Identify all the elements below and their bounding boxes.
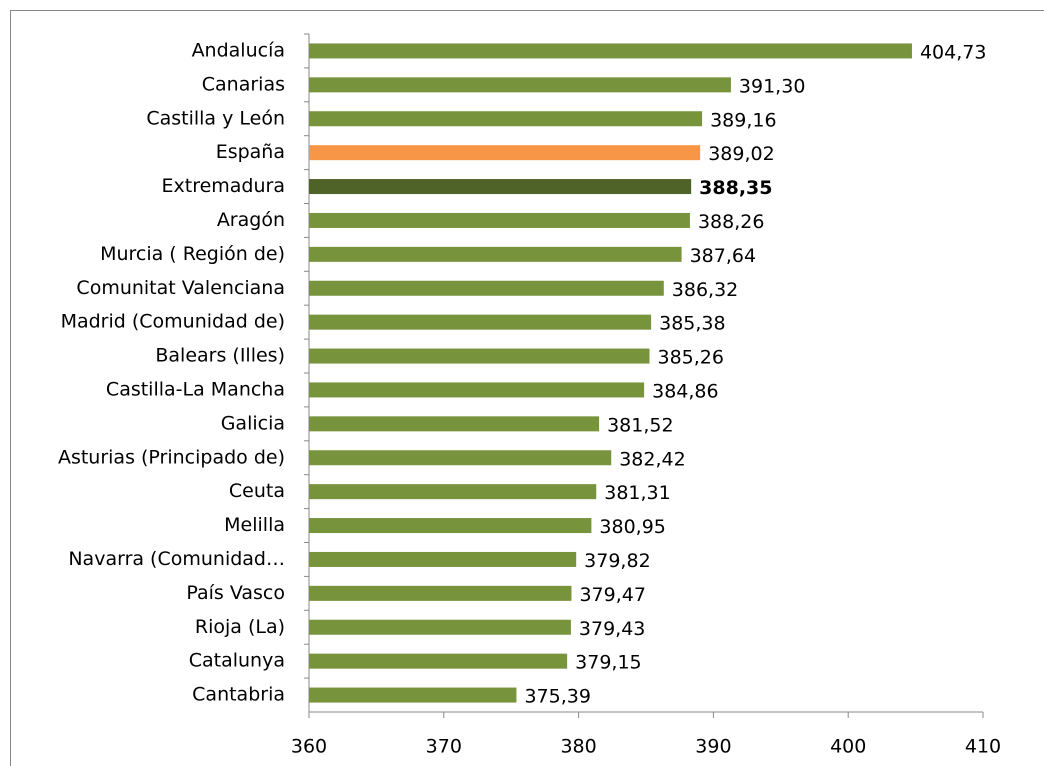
x-tick-label: 370 — [426, 736, 462, 758]
bar — [309, 687, 517, 703]
y-tick-label: Catalunya — [189, 650, 285, 672]
y-tick-label: Castilla-La Mancha — [106, 378, 285, 400]
value-label: 379,43 — [579, 618, 645, 640]
bar — [309, 314, 652, 330]
value-label: 384,86 — [652, 380, 718, 402]
chart-border — [10, 10, 1044, 766]
bar — [309, 585, 572, 601]
y-tick-label: Andalucía — [192, 39, 285, 61]
y-tick-label: Asturias (Principado de) — [58, 446, 285, 468]
bar — [309, 111, 703, 127]
y-tick-label: Galicia — [221, 412, 285, 434]
value-label: 380,95 — [599, 516, 665, 538]
x-tick-label: 410 — [965, 736, 1001, 758]
bar — [309, 518, 592, 534]
value-label: 389,02 — [708, 143, 774, 165]
x-tick-label: 400 — [830, 736, 866, 758]
value-label: 385,38 — [659, 313, 725, 335]
y-tick-label: Extremadura — [162, 175, 286, 197]
y-tick-label: Balears (Illes) — [155, 345, 285, 367]
x-tick-label: 360 — [291, 736, 327, 758]
y-tick-label: Murcia ( Región de) — [100, 243, 285, 265]
value-label: 379,15 — [575, 652, 641, 674]
value-label: 375,39 — [524, 686, 590, 708]
bar — [309, 484, 597, 500]
y-tick-label: Navarra (Comunidad… — [68, 548, 285, 570]
value-label: 379,47 — [579, 584, 645, 606]
y-tick-label: Castilla y León — [146, 107, 285, 129]
bar — [309, 246, 682, 262]
value-label: 379,82 — [584, 550, 650, 572]
bar — [309, 280, 664, 296]
bar — [309, 77, 731, 93]
y-tick-label: Aragón — [217, 209, 285, 231]
value-label: 391,30 — [739, 75, 805, 97]
value-label: 382,42 — [619, 448, 685, 470]
bar — [309, 619, 571, 635]
y-tick-label: Comunitat Valenciana — [76, 277, 285, 299]
bar — [309, 551, 577, 567]
y-tick-label: Canarias — [202, 73, 285, 95]
y-tick-label: Ceuta — [229, 480, 285, 502]
bar — [309, 450, 612, 466]
value-label: 388,35 — [699, 177, 772, 199]
y-tick-label: Cantabria — [192, 684, 285, 706]
y-tick-label: Rioja (La) — [195, 616, 285, 638]
bar — [309, 382, 645, 398]
bar — [309, 416, 600, 432]
y-tick-label: España — [216, 141, 285, 163]
value-label: 381,31 — [604, 482, 670, 504]
bar — [309, 212, 690, 228]
y-tick-label: País Vasco — [186, 582, 285, 604]
value-label: 389,16 — [710, 109, 776, 131]
y-tick-label: Melilla — [224, 514, 285, 536]
bar — [309, 179, 692, 195]
x-tick-label: 380 — [560, 736, 596, 758]
value-label: 388,26 — [698, 211, 764, 233]
bar — [309, 348, 650, 364]
value-label: 386,32 — [672, 279, 738, 301]
value-label: 404,73 — [920, 41, 986, 63]
value-label: 387,64 — [690, 245, 756, 267]
x-tick-label: 390 — [695, 736, 731, 758]
y-tick-label: Madrid (Comunidad de) — [61, 311, 285, 333]
value-label: 381,52 — [607, 414, 673, 436]
value-label: 385,26 — [658, 347, 724, 369]
bar — [309, 43, 912, 59]
bar — [309, 145, 701, 161]
bar — [309, 653, 568, 669]
